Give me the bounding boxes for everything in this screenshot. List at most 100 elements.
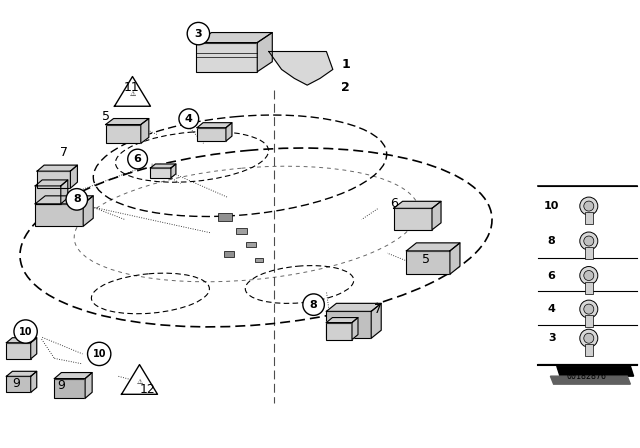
- Text: ⚠: ⚠: [136, 379, 143, 385]
- Circle shape: [580, 197, 598, 215]
- Polygon shape: [31, 371, 36, 392]
- Circle shape: [14, 320, 37, 343]
- Polygon shape: [31, 338, 36, 359]
- Circle shape: [580, 300, 598, 318]
- Polygon shape: [196, 33, 272, 43]
- Text: 4: 4: [185, 114, 193, 124]
- Circle shape: [584, 304, 594, 314]
- Polygon shape: [394, 201, 441, 208]
- Polygon shape: [85, 373, 92, 398]
- Text: 7: 7: [374, 302, 381, 316]
- FancyBboxPatch shape: [255, 258, 263, 262]
- Text: 1: 1: [341, 58, 350, 72]
- Circle shape: [584, 271, 594, 280]
- FancyBboxPatch shape: [406, 251, 450, 274]
- FancyBboxPatch shape: [585, 281, 593, 293]
- Polygon shape: [326, 303, 381, 311]
- Text: ⚠: ⚠: [129, 90, 136, 97]
- Text: 4: 4: [548, 304, 556, 314]
- Polygon shape: [83, 196, 93, 226]
- Polygon shape: [371, 303, 381, 338]
- Circle shape: [179, 109, 198, 129]
- Circle shape: [580, 267, 598, 284]
- Polygon shape: [122, 365, 157, 394]
- Polygon shape: [450, 243, 460, 274]
- Polygon shape: [257, 33, 272, 72]
- Circle shape: [188, 22, 210, 45]
- Text: 6: 6: [134, 154, 141, 164]
- FancyBboxPatch shape: [6, 376, 31, 392]
- Polygon shape: [326, 318, 358, 323]
- Polygon shape: [61, 180, 68, 204]
- Text: 00182876: 00182876: [567, 372, 607, 381]
- Text: 6: 6: [390, 197, 397, 211]
- Polygon shape: [54, 373, 92, 379]
- Text: 3: 3: [195, 29, 202, 39]
- FancyBboxPatch shape: [246, 242, 256, 247]
- Circle shape: [303, 294, 324, 315]
- Polygon shape: [115, 77, 150, 106]
- FancyBboxPatch shape: [37, 171, 70, 188]
- Polygon shape: [6, 371, 36, 376]
- Circle shape: [88, 342, 111, 366]
- FancyBboxPatch shape: [54, 379, 85, 398]
- FancyBboxPatch shape: [6, 343, 31, 359]
- Polygon shape: [171, 164, 176, 178]
- Polygon shape: [150, 164, 176, 168]
- Polygon shape: [550, 376, 630, 384]
- Polygon shape: [557, 366, 634, 376]
- Polygon shape: [406, 243, 460, 251]
- Text: 8: 8: [548, 236, 556, 246]
- Text: 11: 11: [124, 81, 139, 94]
- Text: 8: 8: [310, 300, 317, 310]
- Text: 10: 10: [92, 349, 106, 359]
- Polygon shape: [269, 52, 333, 85]
- FancyBboxPatch shape: [106, 125, 141, 143]
- FancyBboxPatch shape: [326, 311, 371, 338]
- Polygon shape: [6, 338, 36, 343]
- FancyBboxPatch shape: [326, 323, 352, 340]
- FancyBboxPatch shape: [35, 186, 61, 204]
- Text: 6: 6: [548, 271, 556, 280]
- FancyBboxPatch shape: [585, 315, 593, 327]
- Text: 12: 12: [140, 383, 155, 396]
- Polygon shape: [432, 201, 441, 230]
- FancyBboxPatch shape: [197, 128, 226, 141]
- FancyBboxPatch shape: [585, 212, 593, 224]
- Polygon shape: [35, 180, 68, 186]
- Circle shape: [584, 236, 594, 246]
- Circle shape: [66, 189, 88, 210]
- FancyBboxPatch shape: [218, 213, 232, 221]
- Circle shape: [584, 333, 594, 343]
- Polygon shape: [352, 318, 358, 340]
- Text: 9: 9: [57, 379, 65, 392]
- Polygon shape: [35, 196, 93, 204]
- FancyBboxPatch shape: [394, 208, 432, 230]
- Circle shape: [128, 149, 147, 169]
- Polygon shape: [70, 165, 77, 188]
- Circle shape: [580, 329, 598, 347]
- Circle shape: [580, 232, 598, 250]
- Text: 3: 3: [548, 333, 556, 343]
- Polygon shape: [106, 119, 149, 125]
- Text: 8: 8: [73, 194, 81, 204]
- Polygon shape: [141, 119, 149, 143]
- FancyBboxPatch shape: [196, 43, 257, 72]
- FancyBboxPatch shape: [236, 228, 247, 234]
- Polygon shape: [226, 123, 232, 141]
- Circle shape: [584, 201, 594, 211]
- Text: 7: 7: [60, 146, 68, 159]
- FancyBboxPatch shape: [585, 344, 593, 356]
- Text: 10: 10: [544, 201, 559, 211]
- Polygon shape: [37, 165, 77, 171]
- FancyBboxPatch shape: [585, 247, 593, 259]
- FancyBboxPatch shape: [150, 168, 171, 178]
- Text: 9: 9: [12, 376, 20, 390]
- Text: 5: 5: [102, 110, 109, 123]
- FancyBboxPatch shape: [224, 251, 234, 257]
- Text: 5: 5: [422, 253, 429, 267]
- FancyBboxPatch shape: [35, 204, 83, 226]
- Text: 10: 10: [19, 327, 33, 336]
- Polygon shape: [197, 123, 232, 128]
- Text: 2: 2: [341, 81, 350, 94]
